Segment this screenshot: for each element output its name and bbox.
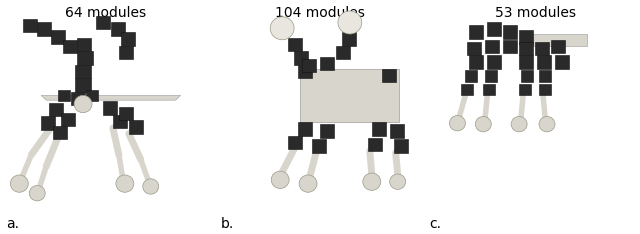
Text: 64 modules: 64 modules (65, 7, 146, 20)
Circle shape (299, 175, 317, 192)
Circle shape (29, 186, 45, 201)
FancyBboxPatch shape (288, 38, 302, 51)
FancyBboxPatch shape (63, 40, 77, 53)
FancyBboxPatch shape (75, 78, 91, 91)
FancyBboxPatch shape (551, 40, 565, 53)
FancyBboxPatch shape (58, 90, 70, 101)
FancyBboxPatch shape (71, 91, 85, 105)
Circle shape (74, 95, 92, 113)
FancyBboxPatch shape (288, 136, 302, 149)
FancyBboxPatch shape (342, 32, 356, 45)
FancyBboxPatch shape (519, 55, 533, 69)
Circle shape (539, 117, 555, 132)
FancyBboxPatch shape (336, 45, 350, 59)
FancyBboxPatch shape (77, 51, 93, 65)
FancyBboxPatch shape (539, 84, 551, 95)
FancyBboxPatch shape (49, 103, 63, 117)
FancyBboxPatch shape (485, 70, 497, 82)
FancyBboxPatch shape (555, 55, 569, 69)
Circle shape (390, 174, 406, 189)
FancyBboxPatch shape (465, 70, 477, 82)
FancyBboxPatch shape (537, 55, 551, 69)
Circle shape (338, 11, 362, 34)
FancyBboxPatch shape (483, 84, 495, 95)
FancyBboxPatch shape (503, 40, 517, 53)
FancyBboxPatch shape (469, 25, 483, 39)
Circle shape (511, 117, 527, 132)
Circle shape (271, 171, 289, 188)
FancyBboxPatch shape (129, 120, 143, 134)
FancyBboxPatch shape (61, 113, 75, 126)
FancyBboxPatch shape (300, 69, 399, 122)
FancyBboxPatch shape (121, 32, 135, 45)
FancyBboxPatch shape (302, 59, 316, 72)
FancyBboxPatch shape (298, 65, 312, 78)
FancyBboxPatch shape (96, 16, 110, 29)
Text: 104 modules: 104 modules (275, 7, 365, 20)
FancyBboxPatch shape (519, 30, 533, 44)
FancyBboxPatch shape (521, 70, 533, 82)
FancyBboxPatch shape (390, 124, 404, 138)
Text: 53 modules: 53 modules (495, 7, 576, 20)
FancyBboxPatch shape (119, 107, 133, 120)
FancyBboxPatch shape (519, 84, 531, 95)
Text: a.: a. (6, 217, 19, 231)
FancyBboxPatch shape (298, 122, 312, 136)
FancyBboxPatch shape (103, 101, 117, 115)
FancyBboxPatch shape (320, 57, 334, 70)
FancyBboxPatch shape (530, 34, 587, 45)
FancyBboxPatch shape (368, 138, 381, 151)
FancyBboxPatch shape (77, 38, 91, 51)
FancyBboxPatch shape (111, 22, 125, 36)
FancyBboxPatch shape (37, 22, 51, 36)
FancyBboxPatch shape (53, 126, 67, 139)
FancyBboxPatch shape (41, 117, 55, 130)
FancyBboxPatch shape (294, 51, 308, 65)
FancyBboxPatch shape (535, 42, 549, 55)
Polygon shape (41, 95, 180, 100)
FancyBboxPatch shape (487, 22, 501, 36)
Circle shape (116, 175, 134, 192)
Circle shape (476, 117, 492, 132)
FancyBboxPatch shape (372, 122, 386, 136)
FancyBboxPatch shape (394, 139, 408, 153)
Circle shape (270, 17, 294, 40)
FancyBboxPatch shape (503, 25, 517, 39)
FancyBboxPatch shape (320, 124, 334, 138)
Text: c.: c. (429, 217, 442, 231)
FancyBboxPatch shape (461, 84, 474, 95)
Circle shape (449, 116, 465, 131)
FancyBboxPatch shape (467, 42, 481, 55)
FancyBboxPatch shape (519, 42, 533, 55)
FancyBboxPatch shape (539, 70, 551, 82)
Text: b.: b. (221, 217, 234, 231)
Circle shape (143, 179, 159, 194)
FancyBboxPatch shape (51, 30, 65, 44)
FancyBboxPatch shape (86, 90, 98, 101)
FancyBboxPatch shape (312, 139, 326, 153)
FancyBboxPatch shape (113, 115, 127, 128)
FancyBboxPatch shape (23, 19, 37, 32)
FancyBboxPatch shape (75, 65, 91, 78)
Circle shape (10, 175, 28, 192)
FancyBboxPatch shape (381, 69, 396, 82)
FancyBboxPatch shape (485, 40, 499, 53)
Circle shape (363, 173, 381, 190)
FancyBboxPatch shape (487, 55, 501, 69)
FancyBboxPatch shape (119, 45, 133, 59)
FancyBboxPatch shape (469, 55, 483, 69)
